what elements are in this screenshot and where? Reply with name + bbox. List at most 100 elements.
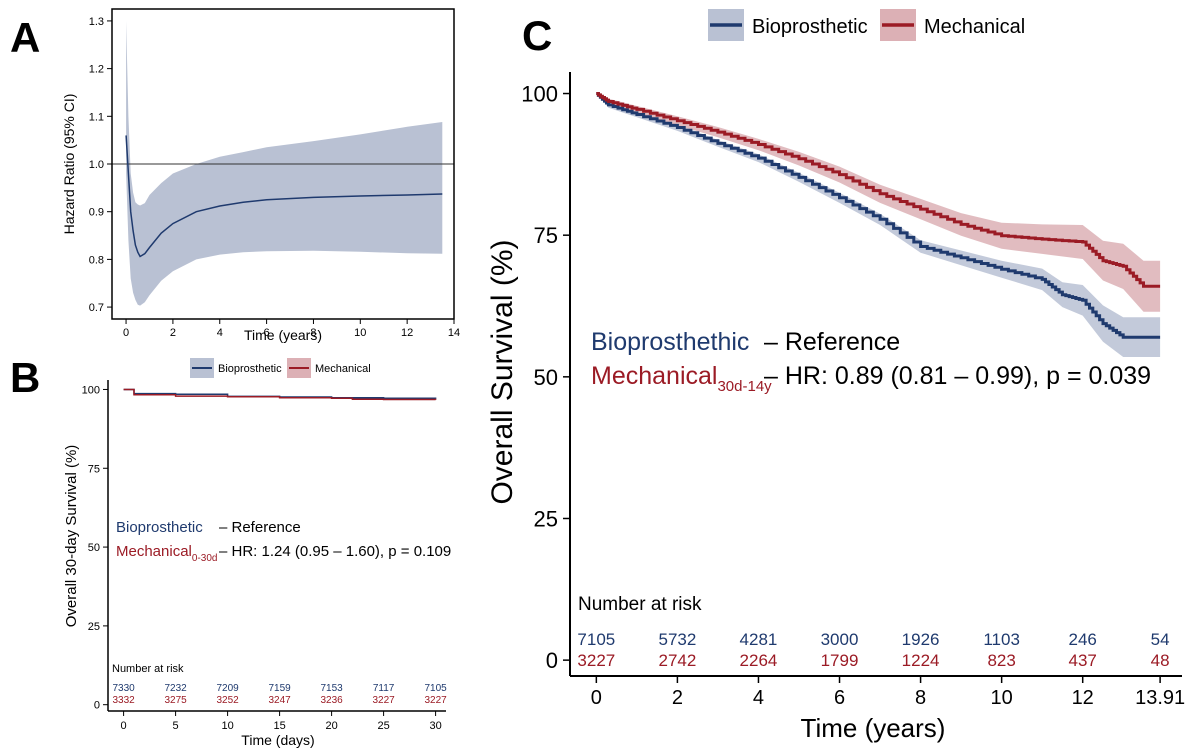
panel-b-xtick-label: 5 [173, 720, 179, 732]
panel-a-xtick-label: 4 [217, 327, 223, 339]
panel-c-xtick-label: 4 [753, 687, 764, 709]
panel-a-xtick-label: 10 [354, 327, 366, 339]
panel-b-risk-mech: 3275 [164, 695, 187, 706]
panel-b-risk-title: Number at risk [112, 663, 184, 675]
panel-c-mech-curve [596, 92, 1161, 288]
panel-b-risk-bio: 7117 [373, 683, 395, 694]
panel-b-risk-mech: 3227 [424, 695, 447, 706]
panel-a-ytick-label: 0.7 [89, 302, 104, 314]
panel-c-risk-mech: 823 [987, 651, 1015, 670]
panel-b-annot-mech-sub: 0-30d [192, 553, 218, 564]
panel-b-annot-bio-name: Bioprosthetic [116, 519, 203, 536]
panel-c-risk-mech: 2742 [658, 651, 696, 670]
panel-a-frame [111, 8, 455, 320]
panel-c-risk-mech: 3227 [577, 651, 615, 670]
panel-c-legend: Bioprosthetic Mechanical [708, 9, 1025, 41]
panel-c-risk-table: 7105 3227 5732 2742 4281 2264 3000 1799 1926 1224… [577, 630, 1169, 670]
panel-c-annot-mech-sub: 30d-14y [717, 378, 772, 395]
panel-c-annot-bio-name: Bioprosthethic [591, 328, 749, 356]
panel-b-mech-curve [123, 388, 437, 401]
panel-c-legend-bio-label: Bioprosthetic [752, 16, 868, 38]
panel-c-risk-title: Number at risk [578, 594, 702, 615]
panel-c-ytick-label: 75 [534, 223, 558, 248]
panel-c-risk-bio: 1103 [983, 630, 1020, 649]
panel-a-xtick-label: 6 [264, 327, 270, 339]
panel-c-risk-mech: 2264 [740, 651, 778, 670]
panel-c-risk-bio: 3000 [821, 630, 859, 649]
panel-c-xtick-label: 13.91 [1135, 687, 1185, 709]
panel-c-xtick-label: 12 [1072, 687, 1094, 709]
panel-a-ytick-label: 1.1 [89, 111, 104, 123]
panel-b-letter: B [10, 354, 40, 401]
svg-text:Mechanical30d-14y: Mechanical30d-14y [591, 362, 772, 395]
panel-a-xlabel: Time (years) [244, 327, 322, 343]
panel-b-xtick-label: 30 [429, 720, 441, 732]
panel-b-risk-bio: 7159 [268, 683, 291, 694]
panel-c-xtick-label: 6 [834, 687, 845, 709]
panel-c-xtick-label: 0 [591, 687, 602, 709]
panel-c-legend-mech-label: Mechanical [924, 16, 1025, 38]
panel-c-letter: C [522, 12, 552, 59]
panel-b-risk-bio: 7153 [320, 683, 343, 694]
panel-a-ytick-label: 1.2 [89, 64, 104, 76]
panel-a-ylabel: Hazard Ratio (95% CI) [61, 94, 77, 235]
panel-b-ylabel: Overall 30-day Survival (%) [63, 445, 80, 628]
panel-a-plot: 0 2 4 6 8 10 12 14 0.7 0.8 0.9 1.0 1.1 1.2 1.3 [89, 16, 460, 339]
panel-c-ylabel: Overall Survival (%) [486, 239, 519, 504]
panel-c-risk-mech: 437 [1069, 651, 1097, 670]
panel-b-risk-mech: 3236 [320, 695, 343, 706]
panel-c-ytick-label: 100 [521, 82, 558, 107]
panel-a-ytick-label: 0.9 [89, 207, 104, 219]
panel-c-risk-mech: 1799 [821, 651, 859, 670]
panel-a-hr-line [125, 135, 443, 258]
panel-c-ytick-label: 25 [534, 506, 558, 531]
panel-a-ytick-label: 0.8 [89, 254, 104, 266]
panel-b-risk-mech: 3247 [268, 695, 291, 706]
panel-a-letter: A [10, 14, 40, 61]
panel-b-annot-mech-name: Mechanical [116, 543, 192, 560]
panel-b-legend: Bioprosthetic Mechanical [190, 358, 371, 378]
panel-b-ytick-label: 75 [88, 463, 100, 475]
panel-c-annot-bio-text: – Reference [764, 328, 900, 356]
panel-a-ytick-label: 1.0 [89, 159, 104, 171]
svg-text:Mechanical0-30d: Mechanical0-30d [116, 543, 217, 564]
panel-b-risk-bio: 7232 [164, 683, 187, 694]
panel-c-mech-ci-band [596, 93, 1161, 312]
panel-a-ci-band [126, 20, 443, 306]
panel-b-xlabel: Time (days) [241, 732, 314, 748]
panel-c-risk-mech: 1224 [902, 651, 940, 670]
panel-b-ytick-label: 25 [88, 621, 100, 633]
panel-c-xtick-label: 8 [915, 687, 926, 709]
panel-c-bio-curve [596, 92, 1161, 339]
panel-a-xtick-label: 2 [170, 327, 176, 339]
panel-b-ytick-label: 50 [88, 542, 100, 554]
panel-c-xlabel: Time (years) [801, 713, 946, 743]
panel-b-xtick-label: 10 [221, 720, 233, 732]
panel-c-risk-bio: 54 [1151, 630, 1170, 649]
panel-c-annot-mech-name: Mechanical [591, 362, 717, 390]
panel-b-risk-mech: 3332 [112, 695, 135, 706]
panel-a-ytick-label: 1.3 [89, 16, 104, 28]
panel-c-risk-bio: 1926 [902, 630, 940, 649]
panel-b-annot-bio-text: – Reference [219, 519, 301, 536]
panel-c-plot: 0 2 4 6 8 10 12 13.91 0 25 50 75 100 [521, 82, 1185, 709]
panel-b-xtick-label: 20 [325, 720, 337, 732]
panel-c-risk-bio: 5732 [658, 630, 696, 649]
panel-a-xtick-label: 8 [310, 327, 316, 339]
panel-b-plot: 0 5 10 15 20 25 30 0 25 50 75 100 [82, 384, 442, 732]
panel-b-risk-mech: 3252 [216, 695, 239, 706]
panel-b-risk-mech: 3227 [372, 695, 395, 706]
panel-c-risk-bio: 4281 [740, 630, 778, 649]
panel-c-xtick-label: 10 [991, 687, 1013, 709]
panel-b-risk-bio: 7330 [112, 683, 135, 694]
panel-b-risk-bio: 7105 [424, 683, 447, 694]
panel-a-xtick-label: 0 [123, 327, 129, 339]
panel-c-ytick-label: 50 [534, 365, 558, 390]
panel-a-xtick-label: 14 [448, 327, 460, 339]
panel-c-risk-bio: 246 [1069, 630, 1097, 649]
panel-c-ytick-label: 0 [546, 648, 558, 673]
panel-b-xtick-label: 15 [273, 720, 285, 732]
